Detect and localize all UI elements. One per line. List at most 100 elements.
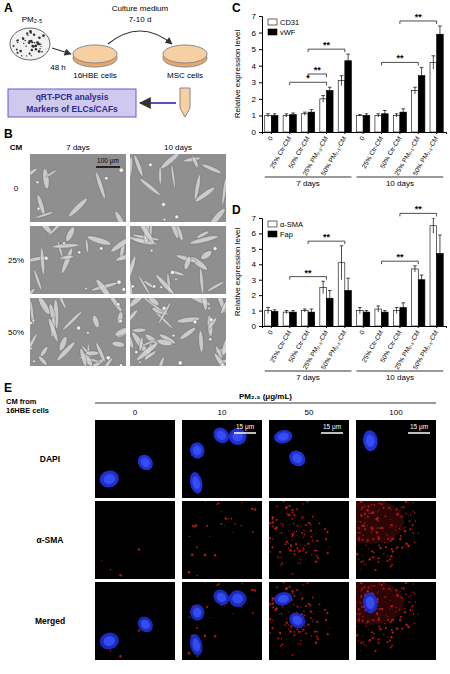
alpha-sma-signal	[381, 584, 383, 586]
tick-mark	[363, 132, 364, 134]
alpha-sma-signal	[306, 582, 308, 584]
alpha-sma-signal	[300, 559, 302, 561]
nucleus	[286, 447, 309, 469]
alpha-sma-signal	[371, 504, 373, 506]
alpha-sma-signal	[373, 632, 375, 634]
round-cell	[209, 318, 213, 322]
alpha-sma-signal	[405, 501, 407, 503]
alpha-sma-signal	[391, 548, 393, 550]
alpha-sma-signal	[373, 585, 375, 587]
alpha-sma-signal	[272, 518, 274, 520]
error-bar-stem	[403, 303, 404, 312]
bar	[290, 115, 297, 132]
alpha-sma-signal	[399, 606, 400, 607]
particle	[25, 46, 26, 47]
figure: APM₂.₅48 h16HBE cellsMSC cellsCulture me…	[0, 0, 450, 674]
alpha-sma-signal	[387, 535, 388, 536]
alpha-sma-signal	[311, 635, 312, 636]
alpha-sma-signal	[279, 632, 281, 634]
particle	[38, 43, 40, 45]
alpha-sma-signal	[358, 619, 360, 621]
alpha-sma-signal	[361, 596, 363, 598]
alpha-sma-signal	[291, 509, 293, 511]
error-bar-cap	[321, 95, 325, 96]
error-bar-stem	[268, 114, 269, 117]
alpha-sma-signal	[356, 501, 357, 502]
cell	[30, 255, 48, 263]
particle	[21, 55, 22, 56]
fluorescence-image	[182, 420, 262, 498]
alpha-sma-signal	[383, 501, 385, 502]
cell	[198, 330, 204, 352]
alpha-sma-signal	[377, 520, 378, 521]
round-cell	[213, 247, 217, 251]
alpha-sma-signal	[365, 645, 366, 646]
alpha-sma-signal	[214, 635, 216, 637]
error-bar-cap	[321, 281, 325, 282]
box-text: Markers of ELCs/CAFs	[26, 104, 118, 114]
particle	[39, 48, 41, 50]
error-bar-cap	[273, 113, 277, 114]
alpha-sma-signal	[356, 532, 357, 533]
alpha-sma-signal	[204, 554, 207, 557]
alpha-sma-signal	[392, 631, 394, 633]
fluorescence-image	[269, 420, 349, 498]
error-bar-cap	[340, 245, 344, 246]
row-label: 25%	[8, 256, 24, 265]
alpha-sma-signal	[391, 564, 393, 566]
column-header: 10 days	[164, 143, 192, 152]
y-tick: 1	[252, 111, 262, 120]
alpha-sma-signal	[356, 625, 357, 627]
cell	[61, 310, 83, 332]
alpha-sma-signal	[378, 536, 379, 537]
alpha-sma-signal	[373, 511, 375, 513]
cell	[138, 177, 161, 197]
alpha-sma-signal	[360, 650, 361, 651]
alpha-sma-signal	[361, 539, 363, 541]
round-cell	[85, 287, 87, 289]
alpha-sma-signal	[391, 590, 392, 591]
alpha-sma-signal	[303, 614, 305, 616]
error-bar	[310, 309, 314, 315]
row-label: 0	[14, 184, 19, 193]
alpha-sma-signal	[326, 531, 328, 533]
error-bar	[376, 114, 380, 117]
alpha-sma-signal	[390, 600, 391, 601]
error-bar-cap	[401, 108, 405, 109]
alpha-sma-signal	[195, 524, 198, 527]
round-cell	[122, 287, 126, 291]
alpha-sma-signal	[405, 582, 407, 584]
alpha-sma-signal	[374, 650, 376, 652]
column-header: CM	[10, 143, 23, 152]
error-bar-stem	[421, 275, 422, 284]
tick-label: 50% PM₂.₅-CM	[411, 135, 439, 176]
tick-label: 0	[252, 322, 257, 331]
error-bar	[310, 110, 314, 115]
alpha-sma-signal	[298, 631, 300, 633]
tick-label: 6	[252, 29, 257, 38]
alpha-sma-signal	[296, 531, 297, 532]
cell	[130, 255, 137, 281]
round-cell	[33, 360, 36, 363]
error-bar	[358, 115, 362, 117]
cell	[130, 309, 139, 325]
alpha-sma-signal	[291, 628, 292, 629]
column-header: 7 days	[66, 143, 90, 152]
significance-label: **	[305, 268, 313, 278]
alpha-sma-signal	[360, 522, 361, 523]
alpha-sma-signal	[275, 527, 277, 529]
alpha-sma-signal	[281, 613, 283, 615]
alpha-sma-signal	[364, 505, 366, 507]
alpha-sma-signal	[291, 535, 293, 537]
tick-mark	[326, 326, 327, 328]
alpha-sma-signal	[360, 561, 362, 563]
cell	[67, 196, 89, 218]
error-bar-stem	[384, 311, 385, 314]
cell	[47, 226, 69, 237]
legend-label: α-SMA	[280, 220, 303, 229]
significance-label: **	[415, 204, 423, 214]
cell	[189, 234, 219, 246]
cell	[206, 317, 218, 331]
alpha-sma-signal	[366, 509, 368, 511]
axis-line	[259, 17, 263, 133]
